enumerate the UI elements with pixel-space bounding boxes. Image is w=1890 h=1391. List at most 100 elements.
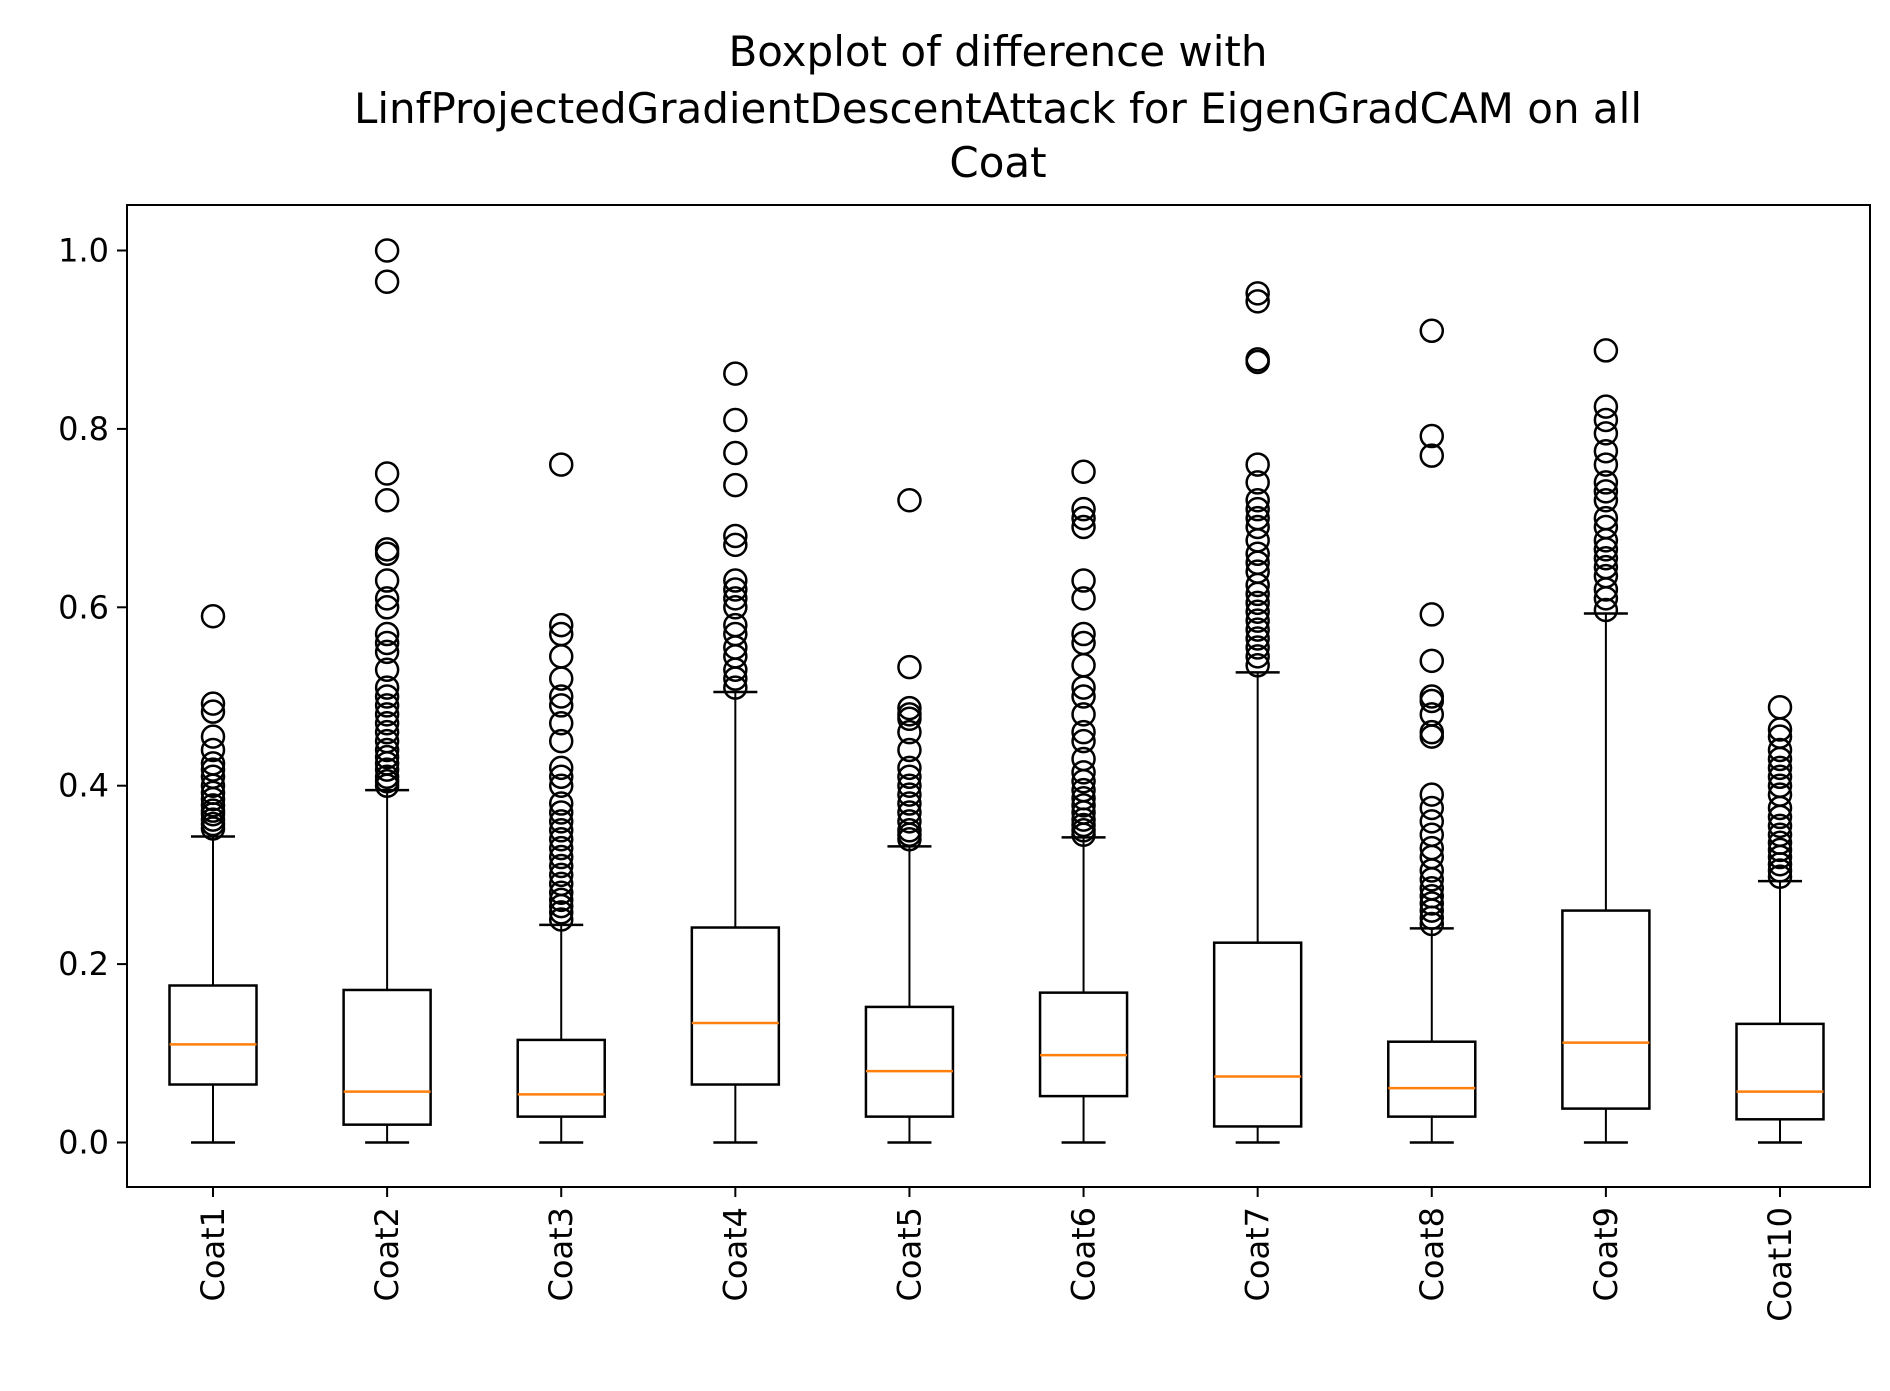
outlier-point	[1071, 719, 1096, 745]
outlier-point	[1245, 452, 1270, 477]
outlier-point	[723, 675, 748, 700]
outlier-point	[548, 826, 574, 852]
x-tick-label: Coat4	[716, 1207, 754, 1301]
y-tick-label: 0.8	[58, 410, 109, 448]
outlier-point	[723, 407, 748, 433]
outlier-point	[200, 691, 226, 716]
outlier-point	[1071, 684, 1096, 709]
outlier-point	[548, 800, 574, 825]
y-axis: 0.0 0.2 0.4 0.6 0.8 1.0	[58, 232, 127, 1162]
box-group-coat3	[516, 452, 606, 1144]
outlier-point	[1245, 470, 1270, 495]
box	[342, 988, 432, 1126]
outlier-point	[548, 907, 574, 932]
outlier-point	[1419, 795, 1445, 821]
outlier-point	[897, 773, 922, 798]
outlier-point	[897, 809, 922, 834]
outlier-point	[1245, 347, 1270, 372]
outlier-point	[1593, 597, 1619, 623]
outlier-point	[374, 488, 400, 513]
outlier-point	[548, 755, 574, 781]
outlier-point	[1245, 644, 1270, 669]
y-tick-label: 0.2	[58, 945, 109, 983]
outlier-point	[374, 684, 400, 709]
outlier-point	[548, 818, 574, 843]
outlier-point	[1419, 602, 1445, 627]
outlier-point	[723, 440, 748, 466]
outlier-point	[897, 818, 922, 843]
outlier-point	[897, 782, 922, 807]
outlier-point	[548, 809, 574, 834]
outlier-point	[374, 675, 400, 700]
outlier-point	[1245, 608, 1270, 633]
outlier-point	[548, 835, 574, 861]
outlier-point	[374, 737, 400, 763]
outlier-point	[1593, 514, 1619, 540]
box	[1038, 991, 1129, 1098]
outlier-point	[374, 711, 400, 736]
outlier-point	[897, 695, 922, 721]
outlier-point	[1767, 737, 1793, 763]
outlier-point	[374, 537, 400, 562]
box	[516, 1038, 606, 1118]
outlier-point	[1593, 421, 1619, 446]
outlier-point	[897, 719, 922, 745]
outlier-point	[1419, 782, 1445, 807]
outlier-point	[374, 764, 400, 790]
outlier-point	[200, 737, 226, 763]
box-group-coat10	[1735, 694, 1825, 1144]
outlier-point	[1245, 514, 1270, 540]
outlier-point	[374, 238, 400, 263]
box-group-coat4	[690, 361, 781, 1144]
outlier-point	[1767, 724, 1793, 749]
outlier-point	[1767, 782, 1793, 807]
outlier-point	[1245, 559, 1270, 584]
chart-title: Boxplot of difference with LinfProjected…	[354, 27, 1642, 187]
box-group-coat2	[342, 238, 432, 1144]
outlier-point	[1767, 773, 1793, 798]
box-group-coat1	[168, 603, 258, 1144]
outlier-point	[1071, 514, 1096, 540]
outlier-point	[1071, 702, 1096, 727]
outlier-point	[374, 586, 400, 611]
outlier-point	[897, 488, 922, 513]
outlier-point	[1419, 719, 1445, 745]
outlier-point	[1767, 858, 1793, 883]
outlier-point	[1593, 438, 1619, 464]
outlier-point	[1071, 785, 1096, 811]
y-tick-label: 1.0	[58, 232, 109, 270]
outlier-point	[1419, 876, 1445, 901]
outlier-point	[1419, 809, 1445, 834]
outlier-point	[723, 586, 748, 611]
outlier-point	[1071, 505, 1096, 531]
outlier-point	[723, 523, 748, 549]
outlier-point	[1071, 746, 1096, 772]
outlier-point	[1767, 864, 1793, 889]
outlier-point	[1419, 684, 1445, 709]
outlier-point	[1245, 653, 1270, 678]
outlier-point	[374, 728, 400, 754]
x-tick-label: Coat5	[890, 1207, 928, 1301]
outlier-point	[1593, 563, 1619, 589]
outlier-point	[200, 757, 226, 782]
outlier-point	[548, 452, 574, 477]
outlier-point	[374, 744, 400, 770]
outlier-point	[1245, 635, 1270, 660]
outlier-point	[1245, 590, 1270, 616]
outlier-point	[374, 621, 400, 647]
outlier-point	[374, 269, 400, 294]
outlier-point	[548, 887, 574, 913]
y-tick-label: 0.4	[58, 767, 109, 805]
outlier-point	[1419, 822, 1445, 848]
outlier-point	[1593, 394, 1619, 419]
outlier-point	[723, 621, 748, 647]
outlier-point	[374, 702, 400, 727]
outlier-point	[1419, 648, 1445, 674]
outlier-point	[548, 711, 574, 736]
box	[1561, 909, 1651, 1110]
x-tick-label: Coat2	[368, 1207, 406, 1301]
outlier-point	[1593, 338, 1619, 363]
outlier-point	[897, 800, 922, 825]
outlier-point	[1071, 777, 1096, 803]
